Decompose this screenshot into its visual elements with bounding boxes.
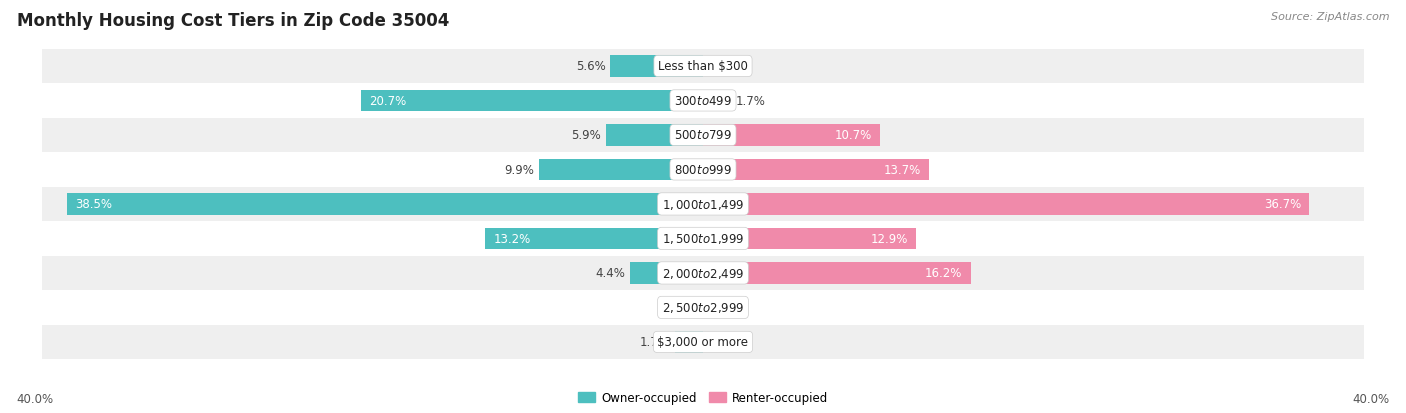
Bar (610, 56, 703, 78)
Text: Source: ZipAtlas.com: Source: ZipAtlas.com (1271, 12, 1389, 22)
Bar (42, 256, 1364, 290)
Text: 4.4%: 4.4% (596, 267, 626, 280)
Bar (630, 263, 703, 284)
Text: Less than $300: Less than $300 (658, 60, 748, 73)
Bar (703, 194, 1309, 215)
Bar (42, 187, 1364, 222)
Bar (700, 297, 703, 318)
Text: 5.6%: 5.6% (576, 60, 606, 73)
Text: Monthly Housing Cost Tiers in Zip Code 35004: Monthly Housing Cost Tiers in Zip Code 3… (17, 12, 450, 30)
Legend: Owner-occupied, Renter-occupied: Owner-occupied, Renter-occupied (572, 387, 834, 409)
Text: $2,500 to $2,999: $2,500 to $2,999 (662, 301, 744, 315)
Bar (485, 228, 703, 249)
Text: $300 to $499: $300 to $499 (673, 95, 733, 108)
Bar (42, 290, 1364, 325)
Text: 0.0%: 0.0% (710, 301, 740, 314)
Bar (42, 153, 1364, 187)
Text: 0.0%: 0.0% (710, 336, 740, 349)
Text: $800 to $999: $800 to $999 (673, 164, 733, 176)
Bar (42, 119, 1364, 153)
Text: 40.0%: 40.0% (17, 392, 53, 405)
Text: $1,000 to $1,499: $1,000 to $1,499 (662, 197, 744, 211)
Bar (42, 222, 1364, 256)
Bar (540, 159, 703, 181)
Bar (67, 194, 703, 215)
Text: 1.7%: 1.7% (737, 95, 766, 108)
Text: 5.9%: 5.9% (571, 129, 600, 142)
Text: 0.0%: 0.0% (710, 60, 740, 73)
Text: 12.9%: 12.9% (870, 233, 908, 245)
Text: 40.0%: 40.0% (1353, 392, 1389, 405)
Text: 20.7%: 20.7% (370, 95, 406, 108)
Bar (703, 228, 917, 249)
Text: $3,000 or more: $3,000 or more (658, 336, 748, 349)
Bar (42, 325, 1364, 359)
Text: 38.5%: 38.5% (75, 198, 112, 211)
Text: 9.9%: 9.9% (505, 164, 534, 176)
Text: 1.7%: 1.7% (640, 336, 669, 349)
Bar (606, 125, 703, 146)
Text: $1,500 to $1,999: $1,500 to $1,999 (662, 232, 744, 246)
Text: 16.2%: 16.2% (925, 267, 962, 280)
Bar (361, 90, 703, 112)
Text: 10.7%: 10.7% (834, 129, 872, 142)
Text: 13.7%: 13.7% (884, 164, 921, 176)
Text: 0.2%: 0.2% (665, 301, 695, 314)
Text: $2,000 to $2,499: $2,000 to $2,499 (662, 266, 744, 280)
Bar (703, 125, 880, 146)
Bar (703, 159, 929, 181)
Bar (703, 263, 970, 284)
Bar (675, 331, 703, 353)
Text: $500 to $799: $500 to $799 (673, 129, 733, 142)
Bar (42, 84, 1364, 119)
Text: 36.7%: 36.7% (1264, 198, 1301, 211)
Text: 13.2%: 13.2% (494, 233, 530, 245)
Bar (703, 90, 731, 112)
Bar (42, 50, 1364, 84)
